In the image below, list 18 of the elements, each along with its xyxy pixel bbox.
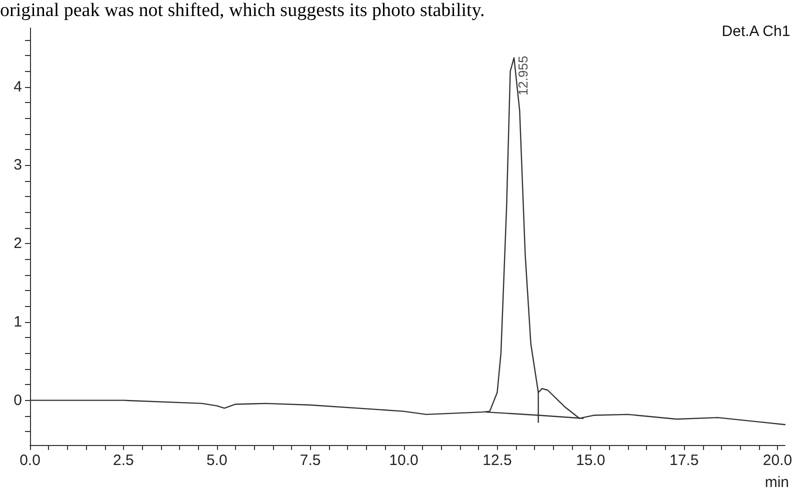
x-tick-label: 20.0 (762, 452, 792, 469)
y-tick-label: 3 (14, 156, 22, 174)
y-tick-label: 1 (14, 313, 22, 330)
x-tick-label: 0.0 (20, 452, 40, 469)
y-tick-label: 2 (14, 235, 22, 252)
x-tick-label: 12.5 (482, 452, 512, 469)
y-tick-label: 4 (14, 78, 22, 96)
annotation: Det.A Ch1 (722, 23, 790, 40)
y-tick-label: 0 (14, 392, 22, 409)
x-tick-label: 7.5 (300, 452, 321, 469)
text: original peak was not shifted, which suggests its photo stability. (0, 0, 485, 21)
x-tick-label: 15.0 (576, 452, 606, 469)
x-tick-label: 2.5 (113, 452, 134, 469)
x-tick-label: 17.5 (669, 452, 699, 469)
x-axis-title: min (764, 474, 789, 491)
x-tick-label: 5.0 (206, 452, 228, 469)
annotation: 12.955 (516, 56, 531, 96)
x-tick-label: 10.0 (389, 452, 418, 469)
